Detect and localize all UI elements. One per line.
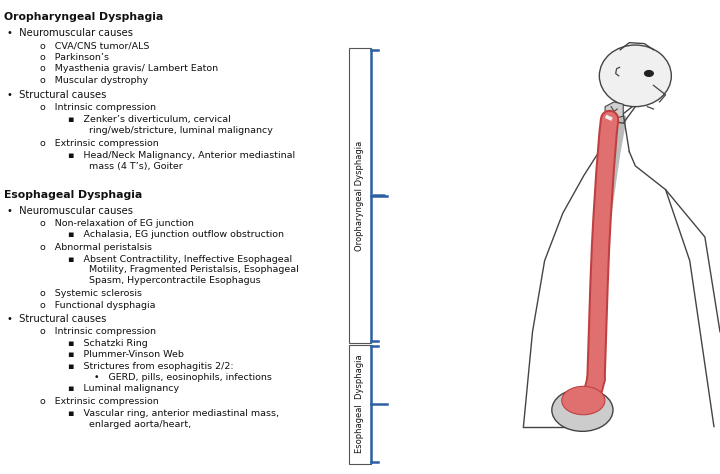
Ellipse shape bbox=[552, 389, 613, 431]
Ellipse shape bbox=[599, 45, 671, 107]
Text: o   Extrinsic compression: o Extrinsic compression bbox=[40, 139, 158, 148]
Text: ▪   Plummer-Vinson Web: ▪ Plummer-Vinson Web bbox=[68, 350, 184, 359]
Text: mass (4 T’s), Goiter: mass (4 T’s), Goiter bbox=[68, 162, 183, 171]
Circle shape bbox=[644, 71, 653, 76]
Text: Esophageal  Dysphagia: Esophageal Dysphagia bbox=[356, 355, 364, 454]
Text: Oropharyngeal Dysphagia: Oropharyngeal Dysphagia bbox=[4, 12, 163, 22]
Text: o   Myasthenia gravis/ Lambert Eaton: o Myasthenia gravis/ Lambert Eaton bbox=[40, 64, 217, 73]
Text: ▪   Luminal malignancy: ▪ Luminal malignancy bbox=[68, 384, 179, 393]
Text: o   Intrinsic compression: o Intrinsic compression bbox=[40, 103, 156, 112]
Text: Oropharyngeal Dysphagia: Oropharyngeal Dysphagia bbox=[356, 140, 364, 251]
Text: ▪   Absent Contractility, Ineffective Esophageal: ▪ Absent Contractility, Ineffective Esop… bbox=[68, 255, 292, 264]
Text: o   Non-relaxation of EG junction: o Non-relaxation of EG junction bbox=[40, 219, 194, 228]
Text: Esophageal Dysphagia: Esophageal Dysphagia bbox=[4, 190, 142, 200]
Text: ▪   Zenker’s diverticulum, cervical: ▪ Zenker’s diverticulum, cervical bbox=[68, 115, 231, 124]
Text: o   Parkinson’s: o Parkinson’s bbox=[40, 53, 109, 62]
Text: •  Structural causes: • Structural causes bbox=[7, 90, 107, 100]
Text: ring/web/stricture, luminal malignancy: ring/web/stricture, luminal malignancy bbox=[68, 126, 274, 135]
Text: •  Neuromuscular causes: • Neuromuscular causes bbox=[7, 28, 133, 38]
Text: o   Extrinsic compression: o Extrinsic compression bbox=[40, 397, 158, 406]
Text: o   Muscular dystrophy: o Muscular dystrophy bbox=[40, 76, 148, 85]
Ellipse shape bbox=[562, 386, 605, 415]
Polygon shape bbox=[605, 102, 624, 119]
Text: enlarged aorta/heart,: enlarged aorta/heart, bbox=[68, 420, 192, 429]
Text: ▪   Vascular ring, anterior mediastinal mass,: ▪ Vascular ring, anterior mediastinal ma… bbox=[68, 409, 279, 418]
FancyBboxPatch shape bbox=[349, 345, 371, 464]
Text: •  Neuromuscular causes: • Neuromuscular causes bbox=[7, 206, 133, 216]
Text: ▪   Schatzki Ring: ▪ Schatzki Ring bbox=[68, 339, 148, 348]
Text: o   CVA/CNS tumor/ALS: o CVA/CNS tumor/ALS bbox=[40, 42, 149, 51]
Text: Motility, Fragmented Peristalsis, Esophageal: Motility, Fragmented Peristalsis, Esopha… bbox=[68, 265, 299, 274]
Text: o   Intrinsic compression: o Intrinsic compression bbox=[40, 327, 156, 336]
Text: ▪   Strictures from esophagitis 2/2:: ▪ Strictures from esophagitis 2/2: bbox=[68, 362, 234, 371]
Text: o   Functional dysphagia: o Functional dysphagia bbox=[40, 301, 155, 310]
Text: ▪   Head/Neck Malignancy, Anterior mediastinal: ▪ Head/Neck Malignancy, Anterior mediast… bbox=[68, 151, 295, 160]
Text: o   Abnormal peristalsis: o Abnormal peristalsis bbox=[40, 243, 152, 252]
FancyBboxPatch shape bbox=[349, 48, 371, 343]
Text: Spasm, Hypercontractile Esophagus: Spasm, Hypercontractile Esophagus bbox=[68, 276, 261, 285]
Text: •   GERD, pills, eosinophils, infections: • GERD, pills, eosinophils, infections bbox=[94, 373, 271, 382]
Text: o   Systemic sclerosis: o Systemic sclerosis bbox=[40, 289, 142, 298]
Text: ▪   Achalasia, EG junction outflow obstruction: ▪ Achalasia, EG junction outflow obstruc… bbox=[68, 230, 284, 239]
Text: •  Structural causes: • Structural causes bbox=[7, 314, 107, 324]
